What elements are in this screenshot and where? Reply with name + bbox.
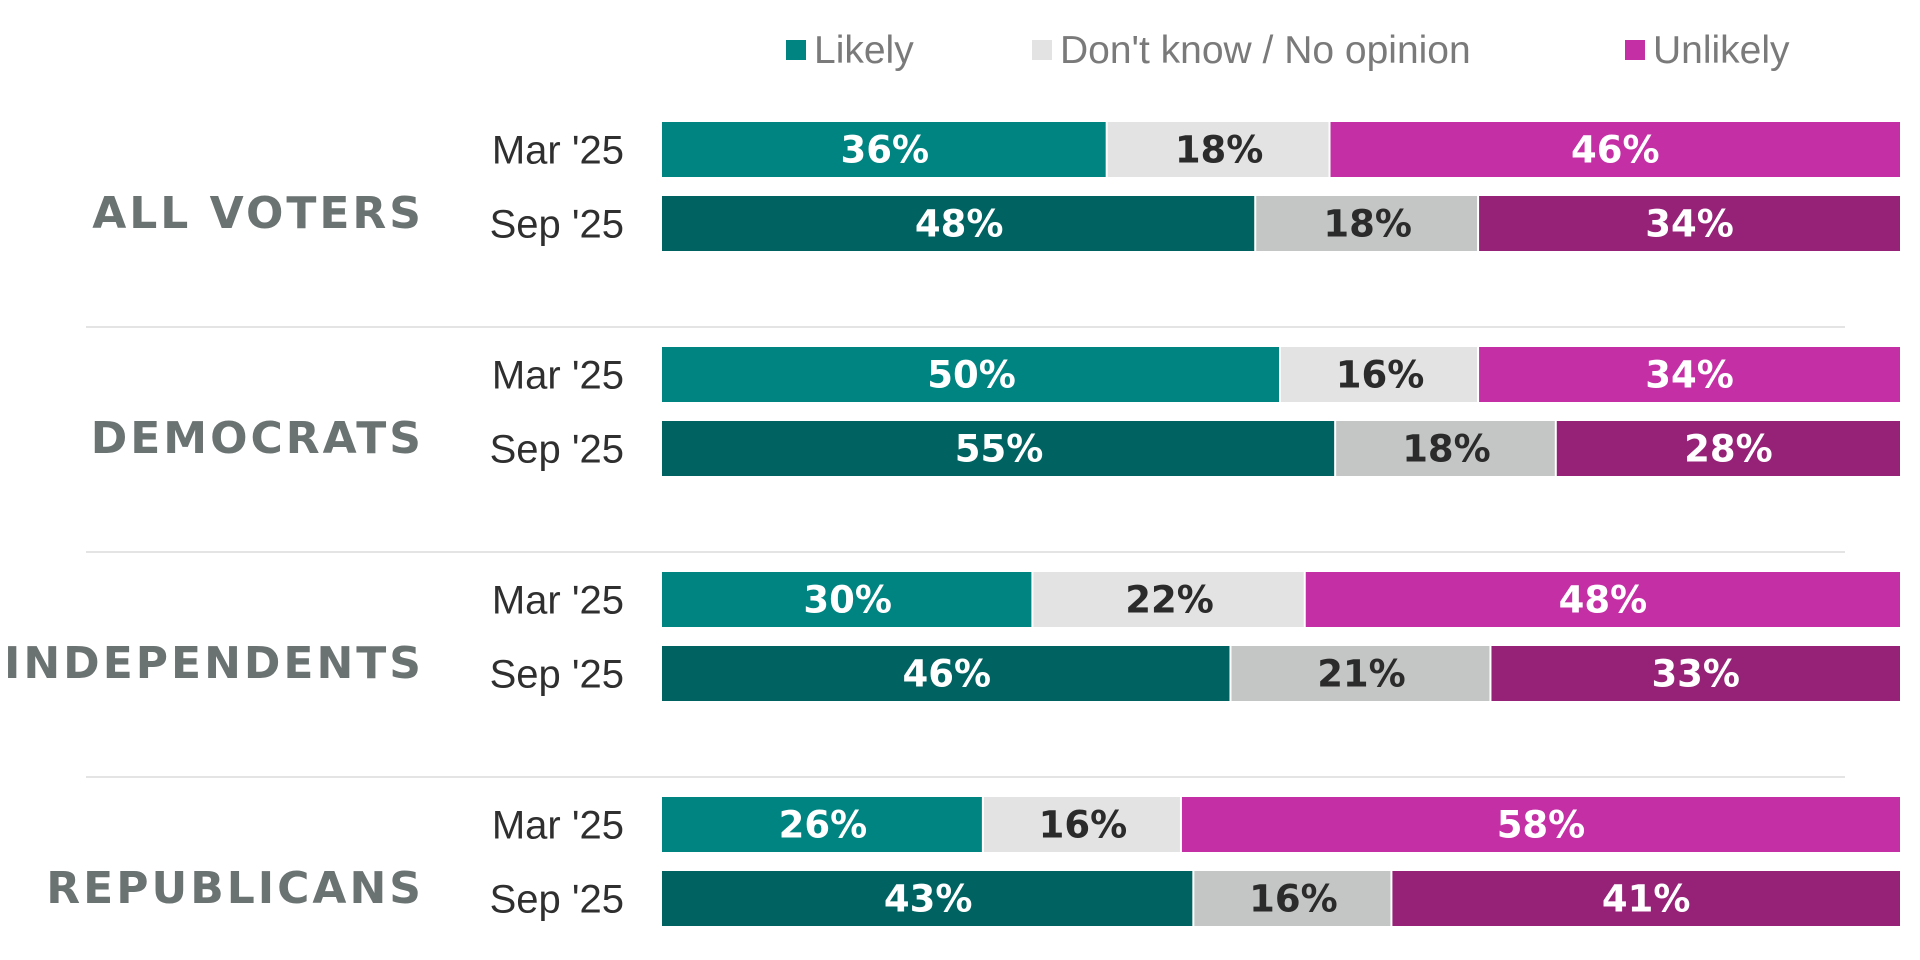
data-label-likely: 26% (779, 804, 868, 847)
bar-segment-likely (662, 646, 1230, 701)
bar-row: Sep '25 48% 18% 34% (490, 196, 1900, 251)
group-label: ALL VOTERS (92, 188, 424, 239)
data-label-likely: 50% (927, 354, 1016, 397)
data-label-unlikely: 41% (1602, 878, 1691, 921)
bar-segment-unlikely (1479, 347, 1900, 402)
bar-row: Sep '25 55% 18% 28% (490, 421, 1900, 476)
bar-segment-unlikely (1392, 871, 1900, 926)
bar-segment-unlikely (1556, 421, 1900, 476)
bar-row: Sep '25 46% 21% 33% (490, 646, 1900, 701)
group-label: DEMOCRATS (91, 413, 424, 464)
group-democrats: DEMOCRATS Mar '25 50% 16% 34% Sep '25 55% 18% 28… (91, 347, 1900, 476)
legend-label-dk: Don't know / No opinion (1060, 29, 1471, 72)
data-label-dk: 16% (1039, 804, 1128, 847)
data-label-unlikely: 34% (1645, 203, 1734, 246)
period-label: Mar '25 (492, 804, 624, 848)
bar-segment-likely (662, 122, 1106, 177)
data-label-dk: 18% (1323, 203, 1412, 246)
group-independents: INDEPENDENTS Mar '25 30% 22% 48% Sep '25 46% 21… (4, 572, 1900, 701)
data-label-dk: 16% (1249, 878, 1338, 921)
bar-segment-unlikely (1491, 646, 1900, 701)
bar-segment-likely (662, 871, 1193, 926)
group-all-voters: ALL VOTERS Mar '25 36% 18% 46% Sep '25 48% 18% 3… (92, 122, 1900, 251)
period-label: Mar '25 (492, 129, 624, 173)
data-label-likely: 48% (915, 203, 1004, 246)
bar-segment-dk (1194, 871, 1391, 926)
legend-swatch-likely (786, 40, 806, 60)
data-label-likely: 30% (803, 579, 892, 622)
period-label: Sep '25 (490, 878, 624, 922)
bar-segment-dk (1231, 646, 1490, 701)
bar-row: Sep '25 43% 16% 41% (490, 871, 1900, 926)
period-label: Mar '25 (492, 579, 624, 623)
data-label-likely: 36% (841, 129, 930, 172)
bar-row: Mar '25 26% 16% 58% (492, 797, 1900, 852)
bar-segment-unlikely (1181, 797, 1900, 852)
data-label-dk: 16% (1336, 354, 1425, 397)
period-label: Sep '25 (490, 653, 624, 697)
bar-segment-likely (662, 347, 1279, 402)
chart-legend: Likely Don't know / No opinion Unlikely (786, 29, 1790, 72)
legend-swatch-dk (1032, 40, 1052, 60)
bar-segment-likely (662, 797, 982, 852)
legend-item-likely: Likely (786, 29, 914, 72)
legend-item-dk: Don't know / No opinion (1032, 29, 1471, 72)
bar-row: Mar '25 50% 16% 34% (492, 347, 1900, 402)
data-label-unlikely: 28% (1684, 428, 1773, 471)
bar-segment-dk (1336, 421, 1555, 476)
bar-segment-likely (662, 421, 1335, 476)
bar-segment-dk (983, 797, 1180, 852)
group-dividers (86, 326, 1845, 778)
legend-swatch-unlikely (1625, 40, 1645, 60)
data-label-dk: 21% (1317, 653, 1406, 696)
legend-label-unlikely: Unlikely (1653, 29, 1790, 72)
group-label: REPUBLICANS (46, 863, 424, 914)
bar-segment-unlikely (1330, 122, 1900, 177)
data-label-unlikely: 33% (1651, 653, 1740, 696)
group-republicans: REPUBLICANS Mar '25 26% 16% 58% Sep '25 43% 16%… (46, 797, 1900, 926)
bar-segment-unlikely (1479, 196, 1900, 251)
data-label-dk: 22% (1125, 579, 1214, 622)
data-label-unlikely: 48% (1559, 579, 1648, 622)
data-label-likely: 46% (902, 653, 991, 696)
bar-segment-dk (1256, 196, 1478, 251)
data-label-unlikely: 46% (1571, 129, 1660, 172)
bar-segment-dk (1033, 572, 1304, 627)
data-label-unlikely: 34% (1645, 354, 1734, 397)
bar-segment-dk (1107, 122, 1329, 177)
period-label: Sep '25 (490, 203, 624, 247)
legend-item-unlikely: Unlikely (1625, 29, 1790, 72)
data-label-dk: 18% (1175, 129, 1264, 172)
data-label-unlikely: 58% (1497, 804, 1586, 847)
legend-label-likely: Likely (814, 29, 914, 72)
data-label-likely: 55% (955, 428, 1044, 471)
period-label: Sep '25 (490, 428, 624, 472)
bar-row: Mar '25 30% 22% 48% (492, 572, 1900, 627)
bar-row: Mar '25 36% 18% 46% (492, 122, 1900, 177)
group-label: INDEPENDENTS (4, 638, 424, 689)
chart-groups: ALL VOTERS Mar '25 36% 18% 46% Sep '25 48% 18% 3… (4, 122, 1900, 926)
bar-segment-unlikely (1305, 572, 1900, 627)
bar-segment-dk (1281, 347, 1478, 402)
bar-segment-likely (662, 196, 1255, 251)
data-label-dk: 18% (1402, 428, 1491, 471)
period-label: Mar '25 (492, 354, 624, 398)
data-label-likely: 43% (884, 878, 973, 921)
bar-segment-likely (662, 572, 1032, 627)
